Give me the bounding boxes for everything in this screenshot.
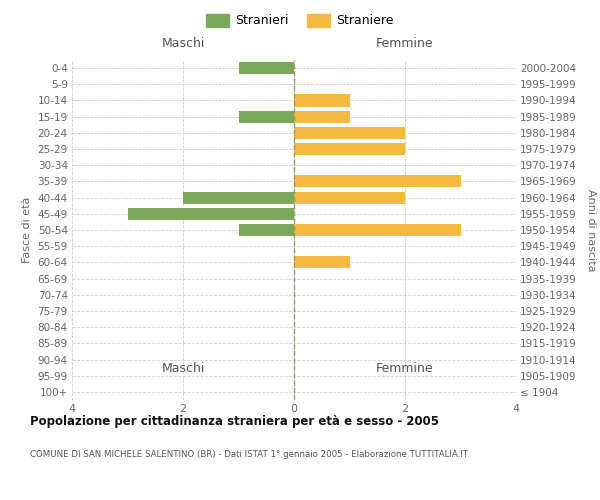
Bar: [239, 224, 294, 236]
Bar: [239, 110, 294, 122]
Bar: [294, 224, 461, 236]
Bar: [294, 256, 350, 268]
Bar: [294, 127, 405, 139]
Text: Maschi: Maschi: [161, 362, 205, 375]
Bar: [294, 94, 350, 106]
Bar: [239, 62, 294, 74]
Bar: [183, 192, 294, 203]
Y-axis label: Anni di nascita: Anni di nascita: [586, 188, 596, 271]
Bar: [294, 110, 350, 122]
Bar: [294, 143, 405, 155]
Y-axis label: Fasce di età: Fasce di età: [22, 197, 32, 263]
Bar: [294, 176, 461, 188]
Text: Popolazione per cittadinanza straniera per età e sesso - 2005: Popolazione per cittadinanza straniera p…: [30, 415, 439, 428]
Text: Femmine: Femmine: [376, 37, 434, 50]
Text: Femmine: Femmine: [376, 362, 434, 375]
Text: Maschi: Maschi: [161, 37, 205, 50]
Bar: [128, 208, 294, 220]
Text: COMUNE DI SAN MICHELE SALENTINO (BR) - Dati ISTAT 1° gennaio 2005 - Elaborazione: COMUNE DI SAN MICHELE SALENTINO (BR) - D…: [30, 450, 468, 459]
Legend: Stranieri, Straniere: Stranieri, Straniere: [202, 8, 398, 32]
Bar: [294, 192, 405, 203]
